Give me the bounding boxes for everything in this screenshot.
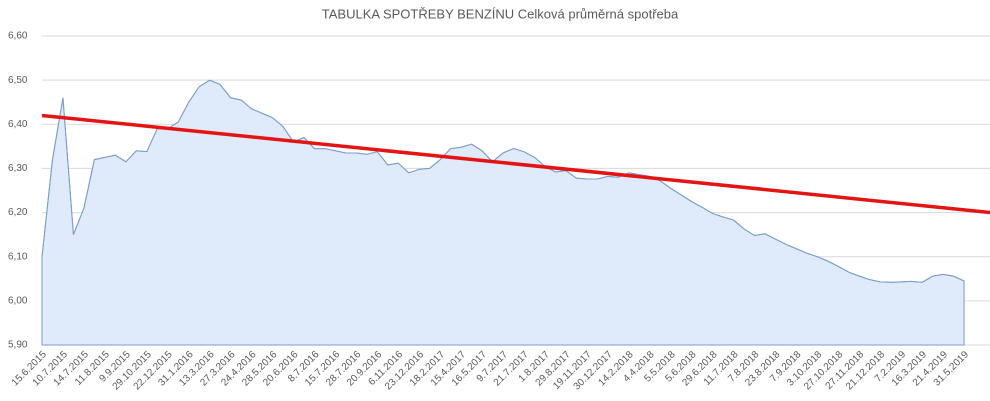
y-tick-label: 5,90 [8, 340, 28, 351]
y-tick-label: 6,00 [8, 295, 28, 306]
y-tick-label: 6,20 [8, 207, 28, 218]
y-tick-label: 6,60 [8, 31, 28, 42]
y-tick-label: 6,10 [8, 251, 28, 262]
area-line [41, 79, 965, 283]
y-tick-label: 6,40 [8, 119, 28, 130]
chart-title: TABULKA SPOTŘEBY BENZÍNU Celková průměrn… [322, 6, 679, 21]
y-tick-label: 6,50 [8, 75, 28, 86]
trend-line [41, 113, 990, 215]
y-tick-label: 6,30 [8, 163, 28, 174]
